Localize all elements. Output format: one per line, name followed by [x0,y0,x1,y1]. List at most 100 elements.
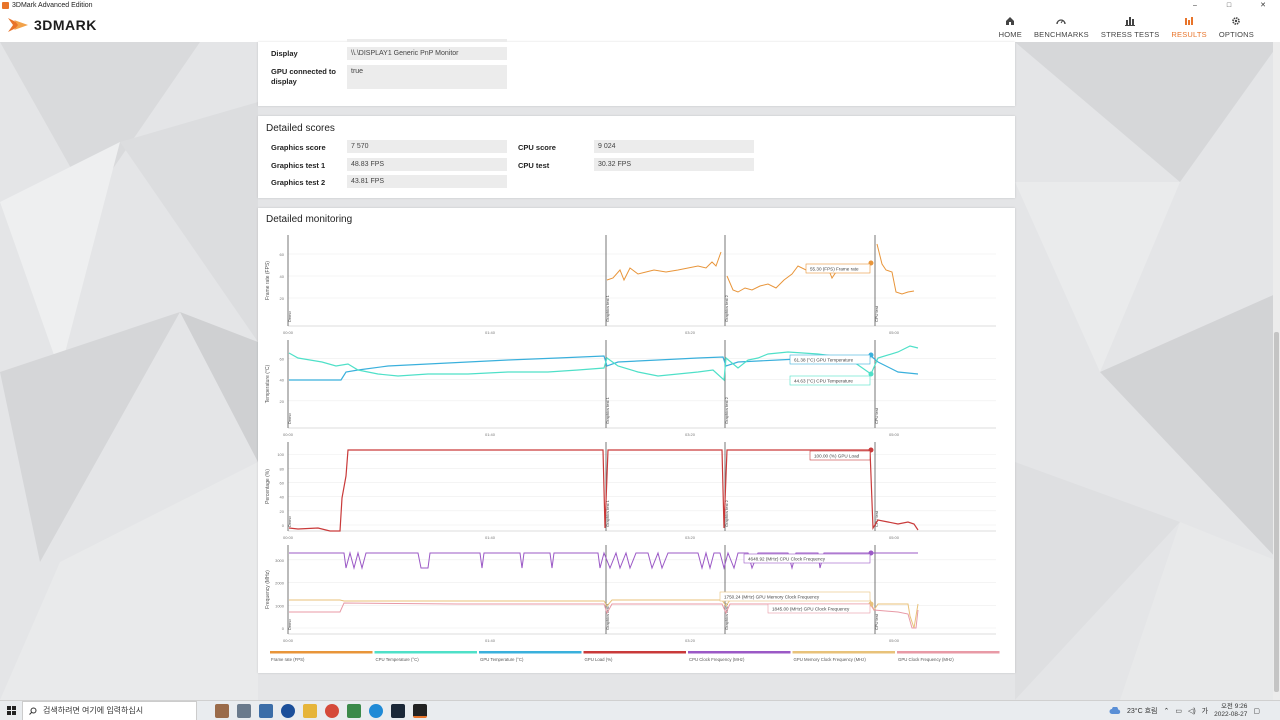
system-info-panel: Display \\.\DISPLAY1 Generic PnP Monitor… [258,39,1015,106]
start-button[interactable] [0,706,22,715]
taskbar-app-icon-3[interactable] [281,703,295,718]
test-marker-label: CPU test [874,407,879,424]
chart-xtick: 05:00 [889,638,900,643]
monitoring-charts[interactable]: 20 40 60 00:00 01:40 03:20 05:00 Frame rate (FP… [258,208,1015,673]
cpu-temperature-point [868,371,874,377]
detailed-monitoring-panel: Detailed monitoring 20 40 60 00:00 01:40 03:2… [258,208,1015,673]
home-icon [1006,17,1015,25]
chrome-icon[interactable] [325,703,339,718]
test-marker-label: Graphics test 2 [724,499,729,527]
main-nav: HOME BENCHMARKS STRESS TESTS RESULTS OPT… [993,14,1260,39]
volume-icon[interactable]: ◁) [1187,708,1196,715]
test-marker-label: Graphics test 2 [724,294,729,322]
chart-ytick: 80 [280,466,285,471]
3dmark-taskbar-icon[interactable] [413,703,427,718]
gauge-icon [1056,19,1067,25]
file-explorer-icon[interactable] [303,703,317,718]
chart-xtick: 05:00 [889,535,900,540]
chart-ylabel: Percentage (%) [265,469,271,504]
chart-tooltip-text: 61.38 (°C) GPU Temperature [794,357,854,362]
window-titlebar: 3DMark Advanced Edition – □ ✕ [0,0,1280,11]
chart-tooltip-text: 44.63 (°C) CPU Temperature [794,378,853,383]
legend-label: GPU Clock Frequency (MHz) [898,657,954,662]
legend-label: CPU Clock Frequency (MHz) [689,657,745,662]
chart-ytick: 100 [277,452,284,457]
display-value: \\.\DISPLAY1 Generic PnP Monitor [347,47,507,60]
chart-xtick: 03:20 [685,330,696,335]
test-marker-label: Graphics test 1 [605,499,610,527]
chart-xtick: 01:40 [485,330,496,335]
keyboard-language-icon[interactable]: 가 [1201,708,1209,715]
graphics-score-label: Graphics score [271,143,326,152]
chart-ytick: 3000 [275,558,285,563]
taskbar-app-icon-1[interactable] [237,703,251,718]
nav-stress-tests[interactable]: STRESS TESTS [1095,14,1166,39]
nav-benchmarks[interactable]: BENCHMARKS [1028,14,1095,39]
chart-ytick: 20 [280,296,285,301]
nav-options[interactable]: OPTIONS [1213,14,1260,39]
test-marker-label: Demo [287,619,292,630]
graphics-test-2-label: Graphics test 2 [271,178,326,187]
network-icon[interactable]: ▭ [1175,708,1182,715]
row-value-truncated [347,39,507,42]
detailed-monitoring-title: Detailed monitoring [266,214,353,225]
test-marker-label: Demo [287,413,292,424]
chart-ytick: 40 [280,274,285,279]
steam-icon[interactable] [391,703,405,718]
scrollbar-thumb[interactable] [1274,332,1279,692]
minimize-button[interactable]: – [1193,2,1197,9]
nav-home[interactable]: HOME [993,14,1028,39]
test-marker-label: Demo [287,311,292,322]
xbox-icon[interactable] [347,703,361,718]
clock-date: 2022-08-27 [1214,711,1248,718]
test-marker-label: Graphics test 1 [605,396,610,424]
results-icon [1185,17,1194,25]
chart-tooltip-text: 55.30 (FPS) Frame rate [810,266,859,271]
logo-text: 3DMARK [34,17,97,33]
search-placeholder: 검색하려면 여기에 입력하십시 [43,706,144,715]
taskbar-app-icon-2[interactable] [259,703,273,718]
graphics-test-1-value: 48.83 FPS [347,158,507,171]
chart-xtick: 05:00 [889,330,900,335]
chart-xtick: 01:40 [485,638,496,643]
chart-xtick: 01:40 [485,432,496,437]
nav-results[interactable]: RESULTS [1165,14,1212,39]
maximize-button[interactable]: □ [1226,2,1232,9]
logo[interactable]: 3DMARK [8,16,97,34]
chart-ytick: 20 [280,399,285,404]
test-marker-label: Graphics test 1 [605,602,610,630]
chart-xtick: 05:00 [889,432,900,437]
taskbar-clock[interactable]: 오전 9:26 2022-08-27 [1214,703,1247,719]
cpu-temperature-series [288,345,919,382]
system-tray: 23°C 흐림 ⌃ ▭ ◁) 가 오전 9:26 2022-08-27 ▢ [1109,701,1260,720]
nav-results-label: RESULTS [1171,30,1207,39]
taskbar-search[interactable]: 검색하려면 여기에 입력하십시 [22,700,197,720]
page-scrollbar[interactable] [1273,42,1280,700]
chart-ylabel: Frequency (MHz) [265,570,271,609]
graphics-test-2-value: 43.81 FPS [347,175,507,188]
cpu-test-value: 30.32 FPS [594,158,754,171]
legend-label: GPU Temperature (°C) [480,657,524,662]
chart-tooltip [809,450,871,461]
notification-icon[interactable]: ▢ [1253,708,1260,715]
test-marker-label: Graphics test 2 [724,602,729,630]
legend-swatch [583,651,686,654]
chart-ytick: 1000 [275,603,285,608]
nav-stress-tests-label: STRESS TESTS [1100,30,1160,39]
tray-up-arrow-icon[interactable]: ⌃ [1163,708,1170,715]
detailed-scores-title: Detailed scores [266,123,335,134]
weather-text[interactable]: 23°C 흐림 [1126,708,1158,715]
chart-ytick: 40 [280,378,285,383]
taskbar-pinned-apps [215,703,427,718]
test-marker-label: Graphics test 2 [724,396,729,424]
taskbar-weather-widget-icon[interactable] [215,703,229,718]
bars-icon [1125,17,1136,26]
edge-icon[interactable] [369,703,383,718]
close-button[interactable]: ✕ [1260,2,1266,9]
gpu-connected-value: true [347,65,507,89]
app-header: 3DMARK HOME BENCHMARKS STRESS TESTS RESU… [0,11,1280,42]
windows-logo-icon [6,706,16,715]
chart-xtick: 03:20 [685,535,696,540]
chart-ytick: 60 [280,252,285,257]
chart-ytick: 60 [280,481,285,486]
